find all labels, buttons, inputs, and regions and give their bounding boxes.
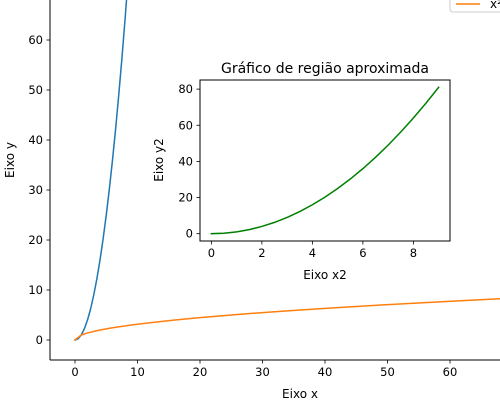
main-x-tick-label: 40 (318, 365, 333, 379)
main-x-tick-label: 20 (193, 365, 208, 379)
main-y-ticks: 010203040506070 (28, 33, 50, 347)
inset-axes-background (200, 80, 450, 241)
main-x-tick-label: 10 (130, 365, 145, 379)
inset-y-ticks: 0 20 40 60 80 (178, 82, 200, 241)
inset-plot-area (210, 86, 440, 235)
inset-x-tick-label: 0 (208, 246, 215, 260)
main-series-line-1 (73, 298, 500, 342)
inset-x-tick-label: 4 (309, 246, 316, 260)
main-x-axis-label: Eixo x (282, 387, 318, 400)
inset-x-tick-label: 2 (258, 246, 265, 260)
inset-y-tick-label: 40 (178, 154, 193, 168)
main-x-tick-label: 60 (443, 365, 458, 379)
inset-x-axis-label: Eixo x2 (303, 268, 347, 282)
main-x-tick-label: 30 (255, 365, 270, 379)
main-y-tick-label: 0 (36, 333, 43, 347)
inset-y-tick-label: 20 (178, 191, 193, 205)
main-series-line-0 (74, 0, 128, 341)
legend: x² (449, 0, 500, 13)
main-y-tick-label: 40 (28, 133, 43, 147)
main-y-tick-label: 10 (28, 283, 43, 297)
inset-x-ticks: 0 2 4 6 8 (208, 241, 417, 260)
main-y-tick-label: 30 (28, 183, 43, 197)
inset-y-axis-label: Eixo y2 (152, 138, 166, 182)
inset-axes-frame (199, 79, 451, 242)
inset-y-tick-label: 80 (178, 82, 193, 96)
main-y-axis-label: Eixo y (3, 142, 17, 178)
main-x-ticks: 010203040506070 (71, 360, 458, 379)
main-x-tick-label: 0 (71, 365, 78, 379)
main-x-tick-label: 50 (380, 365, 395, 379)
inset-series-line-0 (210, 86, 440, 235)
inset-y-tick-label: 60 (178, 118, 193, 132)
main-y-tick-label: 20 (28, 233, 43, 247)
legend-entry-label: x² (490, 0, 500, 11)
inset-x-tick-label: 6 (359, 246, 366, 260)
main-y-tick-label: 50 (28, 83, 43, 97)
main-y-tick-label: 60 (28, 33, 43, 47)
inset-y-tick-label: 0 (186, 227, 193, 241)
inset-x-tick-label: 8 (410, 246, 417, 260)
inset-title: Gráfico de região aproximada (221, 61, 429, 77)
legend-frame (449, 0, 500, 13)
main-plot-area (73, 0, 500, 342)
